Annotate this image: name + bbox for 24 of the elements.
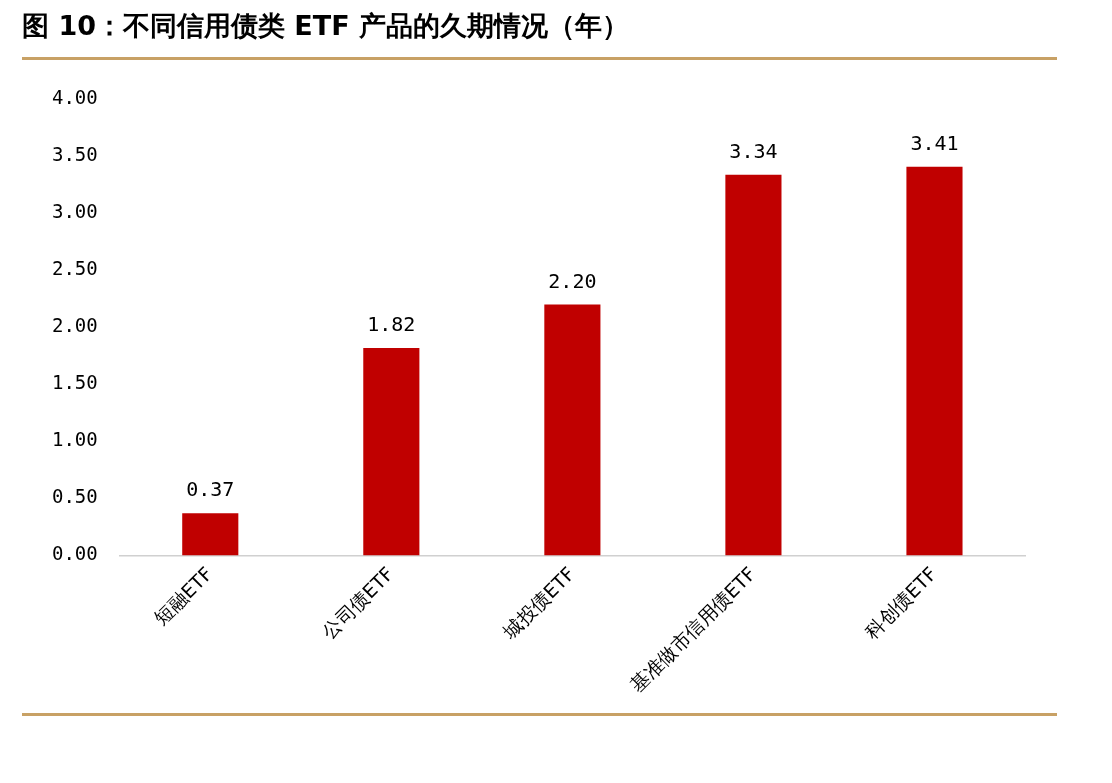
y-tick-label: 1.00: [51, 428, 98, 451]
bar: [182, 513, 239, 556]
bar: [906, 166, 963, 556]
y-tick-label: 3.00: [51, 200, 98, 223]
data-label: 1.82: [367, 312, 416, 337]
y-tick-label: 3.50: [51, 143, 98, 166]
chart-title: 图 10：不同信用债类 ETF 产品的久期情况（年）: [22, 9, 630, 43]
data-label: 0.37: [186, 477, 235, 502]
x-tick-label: 城投债ETF: [497, 562, 579, 644]
x-tick-label: 科创债ETF: [860, 562, 941, 643]
bar: [725, 174, 782, 556]
y-tick-label: 0.50: [51, 485, 98, 508]
data-label: 3.41: [910, 130, 959, 155]
y-tick-label: 4.00: [51, 86, 98, 109]
y-tick-label: 0.00: [51, 542, 98, 565]
y-tick-label: 1.50: [51, 371, 98, 394]
bar: [363, 347, 420, 556]
y-tick-label: 2.50: [51, 257, 98, 280]
bar: [544, 304, 601, 556]
x-tick-label: 基准做市信用债ETF: [625, 562, 760, 697]
y-tick-label: 2.00: [51, 314, 98, 337]
x-tick-label: 公司债ETF: [317, 562, 398, 643]
data-label: 2.20: [548, 268, 597, 293]
data-label: 3.34: [729, 138, 778, 163]
